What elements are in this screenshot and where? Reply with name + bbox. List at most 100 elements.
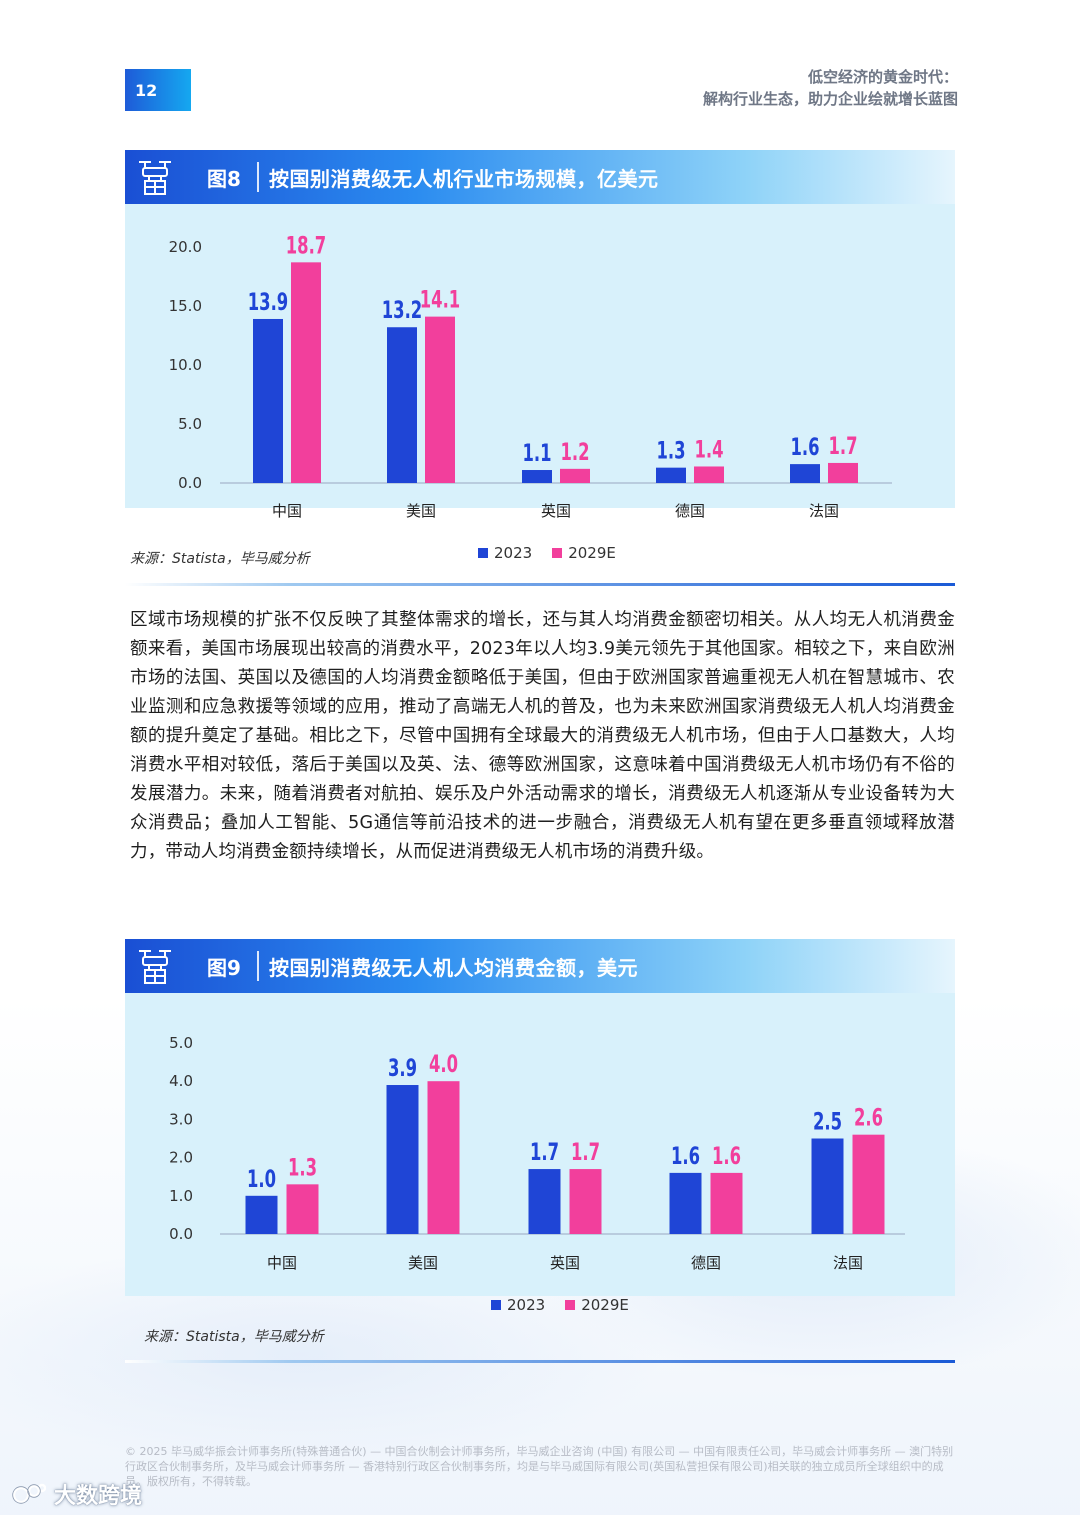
data-label: 3.9 (388, 1054, 417, 1082)
data-label: 13.2 (382, 296, 422, 324)
figure-8-source: 来源：Statista，毕马威分析 (130, 551, 310, 567)
y-tick-label: 10.0 (169, 356, 202, 374)
section-divider (125, 1360, 955, 1363)
figure-number: 图8 (207, 166, 241, 191)
bar-2023 (669, 1172, 702, 1234)
bar-2029e (427, 1081, 460, 1234)
figure-8-legend: 2023 2029E (478, 544, 616, 562)
running-title-line2: 解构行业生态，助力企业绘就增长蓝图 (702, 90, 958, 108)
data-label: 1.6 (712, 1142, 741, 1170)
figure-9-source: 来源：Statista，毕马威分析 (144, 1329, 324, 1345)
drone-package-icon (125, 939, 185, 993)
watermark-text: 大数跨境 (54, 1484, 143, 1509)
data-label: 1.2 (560, 438, 589, 466)
category-label: 中国 (272, 502, 302, 520)
bar-2029e (569, 1169, 602, 1234)
watermark-logo-icon (12, 1483, 46, 1504)
data-label: 1.6 (790, 433, 819, 461)
data-label: 1.3 (288, 1153, 317, 1181)
title-divider (257, 162, 259, 192)
y-tick-label: 5.0 (178, 415, 202, 433)
body-paragraph: 区域市场规模的扩张不仅反映了其整体需求的增长，还与其人均消费金额密切相关。从人均… (130, 610, 955, 862)
legend-swatch (565, 1300, 576, 1310)
legend-swatch (491, 1300, 501, 1310)
category-label: 法国 (809, 502, 839, 520)
bar-2029e (286, 1184, 319, 1234)
data-label: 1.4 (694, 435, 723, 463)
data-label: 14.1 (420, 286, 460, 314)
data-label: 1.7 (828, 432, 857, 460)
bar-2029e (710, 1172, 743, 1234)
bar-2029e (694, 466, 724, 483)
running-title-line1: 低空经济的黄金时代： (807, 68, 958, 86)
bar-2029e (291, 262, 321, 483)
legend-item-2029e: 2029E (565, 1296, 629, 1314)
data-label: 1.7 (530, 1138, 559, 1166)
legend-label: 2029E (581, 1296, 629, 1314)
data-label: 1.6 (671, 1142, 700, 1170)
figure-number: 图9 (207, 955, 241, 980)
legend-swatch (478, 548, 488, 558)
category-label: 英国 (541, 502, 571, 520)
figure-9-legend: 2023 2029E (491, 1296, 629, 1314)
figure-9-header: 图9 按国别消费级无人机人均消费金额，美元 (125, 939, 955, 993)
legend-item-2023: 2023 (491, 1296, 545, 1314)
data-label: 1.3 (656, 437, 685, 465)
y-tick-label: 3.0 (169, 1110, 193, 1128)
bar-2023 (811, 1138, 844, 1234)
category-label: 德国 (691, 1254, 721, 1272)
category-label: 美国 (408, 1254, 438, 1272)
figure-8-header: 图8 按国别消费级无人机行业市场规模，亿美元 (125, 150, 955, 204)
bar-2029e (852, 1134, 885, 1234)
copyright-footer: © 2025 毕马威华振会计师事务所(特殊普通合伙) — 中国合伙制会计师事务所… (125, 1445, 954, 1488)
y-tick-label: 0.0 (169, 1225, 193, 1243)
category-label: 中国 (267, 1254, 297, 1272)
bar-2023 (245, 1195, 278, 1234)
legend-item-2029e: 2029E (552, 544, 616, 562)
figure-title: 按国别消费级无人机人均消费金额，美元 (269, 955, 638, 980)
y-tick-label: 20.0 (169, 238, 202, 256)
bar-2029e (425, 316, 455, 483)
y-tick-label: 4.0 (169, 1072, 193, 1090)
y-tick-label: 1.0 (169, 1187, 193, 1205)
legend-label: 2023 (494, 544, 533, 562)
category-label: 英国 (550, 1254, 580, 1272)
bar-2023 (253, 318, 283, 483)
data-label: 13.9 (248, 288, 288, 316)
y-tick-label: 5.0 (169, 1034, 193, 1052)
bar-2029e (560, 468, 590, 483)
bar-2023 (387, 327, 417, 483)
category-label: 德国 (675, 502, 705, 520)
y-tick-label: 2.0 (169, 1149, 193, 1167)
legend-swatch (552, 548, 563, 558)
data-label: 1.0 (247, 1165, 276, 1193)
running-title: 低空经济的黄金时代： 解构行业生态，助力企业绘就增长蓝图 (703, 66, 958, 110)
category-label: 美国 (406, 502, 436, 520)
data-label: 1.1 (522, 439, 551, 467)
figure-title: 按国别消费级无人机行业市场规模，亿美元 (269, 166, 659, 191)
page-number: 12 (125, 69, 191, 111)
drone-package-icon (125, 150, 185, 204)
bar-2029e (828, 462, 858, 483)
category-label: 法国 (833, 1254, 863, 1272)
data-label: 1.7 (571, 1138, 600, 1166)
bar-2023 (656, 467, 686, 483)
y-tick-label: 15.0 (169, 297, 202, 315)
data-label: 2.5 (813, 1107, 842, 1135)
section-divider (125, 583, 955, 586)
legend-label: 2029E (568, 544, 616, 562)
bar-2023 (528, 1169, 561, 1234)
bar-2023 (386, 1085, 419, 1234)
y-tick-label: 0.0 (178, 474, 202, 492)
data-label: 4.0 (429, 1050, 458, 1078)
title-divider (257, 951, 259, 981)
watermark: 大数跨境 (12, 1478, 142, 1510)
bar-2023 (522, 470, 552, 483)
data-label: 18.7 (286, 231, 326, 259)
bar-2023 (790, 464, 820, 483)
legend-label: 2023 (507, 1296, 546, 1314)
legend-item-2023: 2023 (478, 544, 532, 562)
data-label: 2.6 (854, 1104, 883, 1132)
